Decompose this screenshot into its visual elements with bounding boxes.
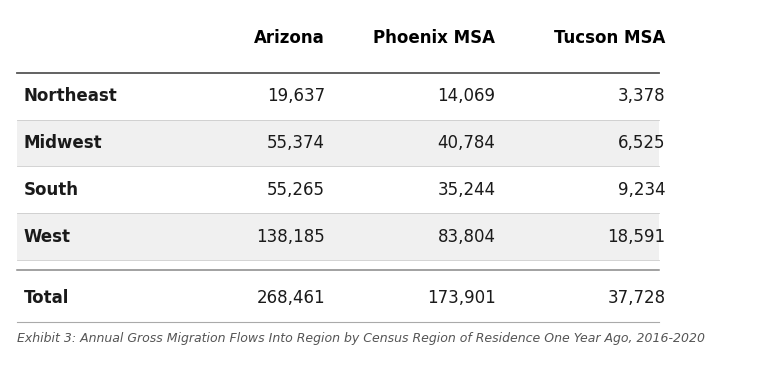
Text: 173,901: 173,901 (427, 289, 495, 307)
Text: 40,784: 40,784 (438, 134, 495, 152)
Text: 55,265: 55,265 (267, 181, 325, 199)
Bar (17, 213, 659, 260)
Text: 14,069: 14,069 (438, 87, 495, 105)
Text: 138,185: 138,185 (257, 228, 325, 246)
Text: 37,728: 37,728 (607, 289, 666, 307)
Text: Exhibit 3: Annual Gross Migration Flows Into Region by Census Region of Residenc: Exhibit 3: Annual Gross Migration Flows … (17, 332, 705, 345)
Text: Arizona: Arizona (254, 30, 325, 47)
Text: Northeast: Northeast (24, 87, 118, 105)
Text: Tucson MSA: Tucson MSA (554, 30, 666, 47)
Bar (17, 120, 659, 166)
Text: 35,244: 35,244 (437, 181, 495, 199)
Text: West: West (24, 228, 71, 246)
Text: 55,374: 55,374 (267, 134, 325, 152)
Text: 3,378: 3,378 (618, 87, 666, 105)
Text: 9,234: 9,234 (618, 181, 666, 199)
Text: 83,804: 83,804 (438, 228, 495, 246)
Text: 18,591: 18,591 (607, 228, 666, 246)
Text: 19,637: 19,637 (267, 87, 325, 105)
Text: Phoenix MSA: Phoenix MSA (373, 30, 495, 47)
Text: 6,525: 6,525 (618, 134, 666, 152)
Text: Total: Total (24, 289, 69, 307)
Text: South: South (24, 181, 79, 199)
Text: Midwest: Midwest (24, 134, 102, 152)
Text: 268,461: 268,461 (257, 289, 325, 307)
